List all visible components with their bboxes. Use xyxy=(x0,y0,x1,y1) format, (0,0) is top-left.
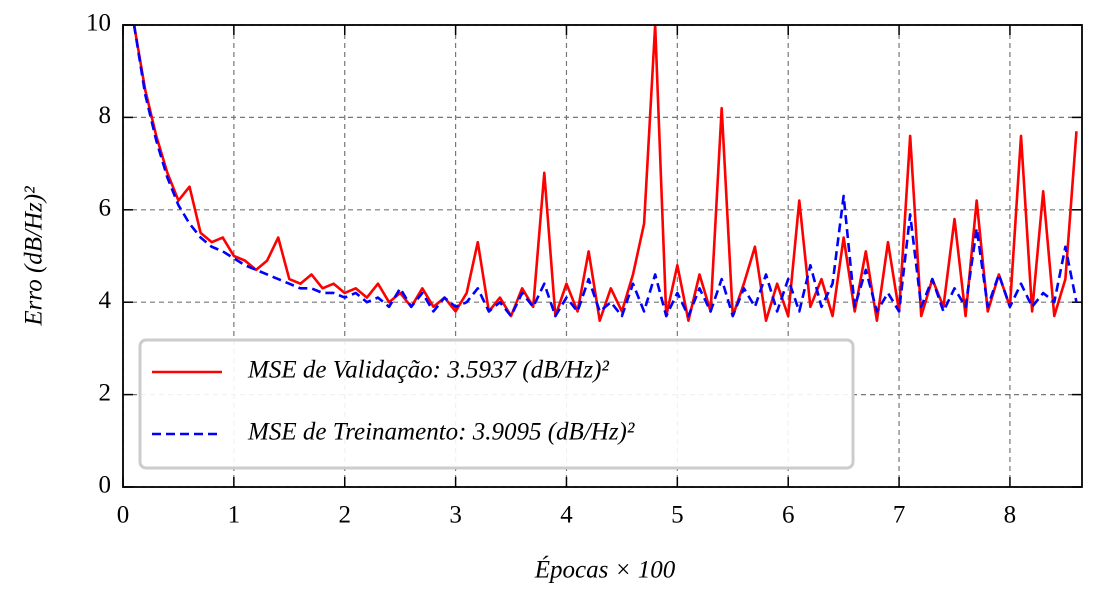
data-line xyxy=(132,25,1078,318)
x-tick-label: 1 xyxy=(228,502,241,529)
x-tick-label: 7 xyxy=(893,502,906,529)
legend-box xyxy=(138,338,855,470)
y-tick-label: 8 xyxy=(99,102,112,129)
x-tick-label: 8 xyxy=(1004,502,1017,529)
x-tick-label: 0 xyxy=(117,502,130,529)
legend-label: MSE de Treinamento: 3.9095 (dB/Hz)² xyxy=(247,419,635,446)
y-tick-label: 10 xyxy=(86,10,111,37)
y-tick-label: 2 xyxy=(99,379,112,406)
x-tick-label: 3 xyxy=(449,502,462,529)
y-tick-label: 0 xyxy=(99,472,112,499)
y-axis-label: Erro (dB/Hz)² xyxy=(21,186,48,327)
y-tick-label: 4 xyxy=(99,287,112,314)
x-tick-label: 2 xyxy=(338,502,351,529)
x-tick-label: 4 xyxy=(560,502,573,529)
x-axis-label: Épocas × 100 xyxy=(534,556,676,584)
x-tick-label: 6 xyxy=(782,502,795,529)
x-tick-label: 5 xyxy=(671,502,684,529)
data-line xyxy=(132,25,1078,322)
y-tick-label: 6 xyxy=(99,195,112,222)
legend-label: MSE de Validação: 3.5937 (dB/Hz)² xyxy=(247,357,609,384)
plot-frame xyxy=(122,24,1083,488)
